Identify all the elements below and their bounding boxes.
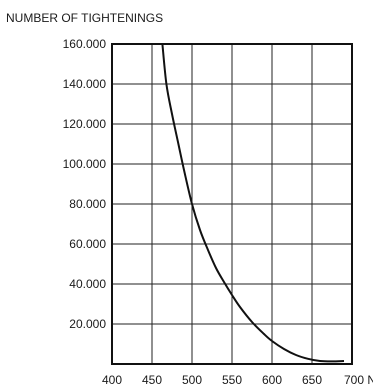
grid (112, 44, 352, 364)
chart-title: NUMBER OF TIGHTENINGS (6, 11, 163, 25)
y-tick-label: 100.000 (63, 157, 107, 171)
x-axis: 400 450 500 550 600 650 700 N (102, 373, 373, 387)
y-tick-label: 20.000 (69, 317, 106, 331)
x-tick-label: 400 (102, 373, 122, 387)
x-tick-label: 650 (302, 373, 322, 387)
x-tick-label: 500 (182, 373, 202, 387)
y-tick-label: 40.000 (69, 277, 106, 291)
x-tick-label: 600 (262, 373, 282, 387)
y-tick-label: 140.000 (63, 77, 107, 91)
plot-frame (111, 43, 353, 365)
x-tick-label: 450 (142, 373, 162, 387)
y-tick-label: 160.000 (63, 37, 107, 51)
x-tick-label: 700 N (344, 373, 373, 387)
series-line (161, 43, 345, 363)
y-tick-label: 60.000 (69, 237, 106, 251)
x-tick-label: 550 (222, 373, 242, 387)
y-tick-label: 80.000 (69, 197, 106, 211)
y-axis: 20.000 40.000 60.000 80.000 100.000 120.000 14… (63, 37, 107, 331)
y-tick-label: 120.000 (63, 117, 107, 131)
